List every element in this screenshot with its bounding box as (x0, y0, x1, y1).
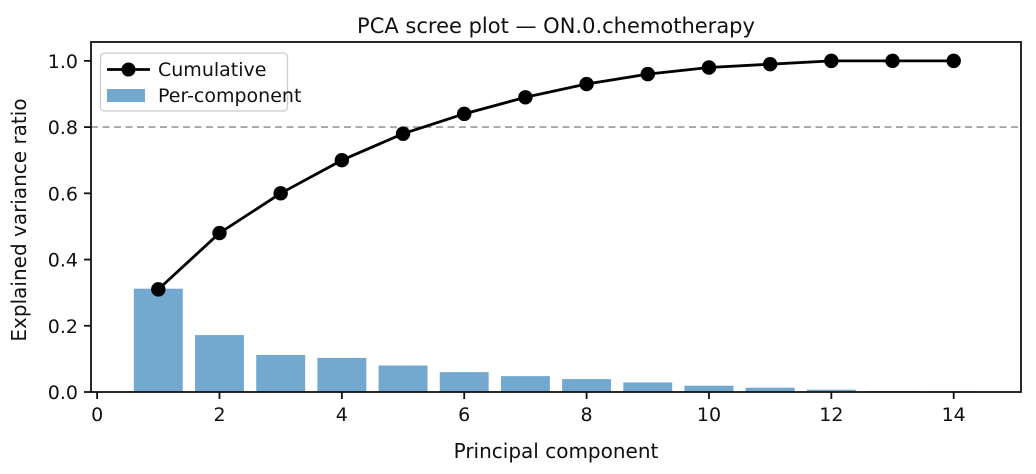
x-tick-label: 0 (91, 404, 103, 426)
chart-title: PCA scree plot — ON.0.chemotherapy (357, 14, 755, 38)
legend-marker-sample (121, 62, 136, 77)
per-component-bar (500, 376, 550, 392)
per-component-bar (439, 372, 489, 392)
legend-box (99, 52, 289, 112)
plot-content: 0 2 4 6 8 10 12 14 0.0 0.2 0.4 0.6 0.8 1.0 (48, 41, 1022, 426)
cumulative-point (457, 106, 472, 122)
y-tick-label: 0.0 (48, 382, 78, 404)
x-tick-label: 12 (819, 404, 843, 426)
per-component-bar (133, 288, 183, 392)
x-tick-label: 14 (942, 404, 966, 426)
legend-label-cumulative: Cumulative (158, 59, 266, 81)
y-tick-label: 1.0 (48, 51, 78, 73)
x-tick-label: 6 (458, 404, 470, 426)
per-component-bar (745, 387, 795, 392)
cumulative-point (762, 56, 778, 72)
legend-label-per-component: Per-component (158, 85, 301, 107)
y-tick-label: 0.6 (48, 183, 78, 205)
y-tick-label: 0.4 (48, 250, 78, 272)
plot-frame (90, 41, 1022, 393)
cumulative-point (212, 225, 227, 241)
x-axis-label: Principal component (454, 439, 659, 463)
cumulative-point (885, 53, 900, 69)
per-component-bar (562, 379, 612, 392)
cumulative-point (151, 282, 166, 297)
x-tick-label: 8 (581, 404, 593, 426)
x-tick-label: 4 (336, 404, 348, 426)
x-tick-label: 2 (213, 404, 225, 426)
cumulative-point (518, 90, 533, 105)
cumulative-point (334, 153, 350, 168)
y-tick-label: 0.8 (48, 117, 78, 139)
per-component-bar (256, 354, 306, 392)
cumulative-line (157, 59, 954, 291)
per-component-bar (195, 335, 244, 392)
cumulative-point (640, 66, 655, 82)
cumulative-point (701, 60, 717, 75)
per-component-bar (806, 389, 856, 392)
y-tick-label: 0.2 (48, 316, 78, 338)
legend-patch-sample (107, 89, 145, 102)
legend: Cumulative Per-component (99, 52, 301, 112)
cumulative-point (273, 186, 288, 201)
per-component-bar (684, 385, 734, 392)
cumulative-point (946, 53, 961, 69)
per-component-bar (317, 357, 367, 392)
x-tick-label: 10 (697, 404, 721, 426)
cumulative-point (579, 76, 594, 92)
cumulative-point (395, 126, 411, 141)
y-axis-label: Explained variance ratio (7, 98, 31, 341)
per-component-bar (378, 365, 428, 392)
cumulative-point (824, 53, 839, 69)
per-component-bar (623, 382, 673, 392)
